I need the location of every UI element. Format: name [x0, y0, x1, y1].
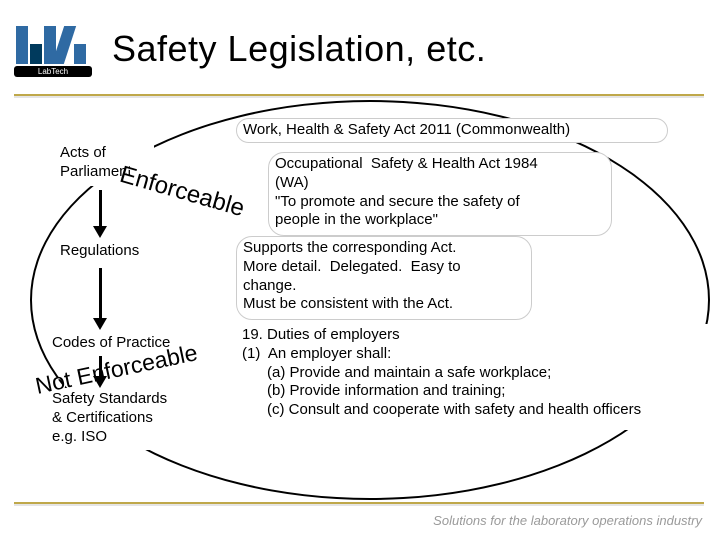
text-line: More detail. Delegated. Easy to: [243, 258, 525, 277]
page-title: Safety Legislation, etc.: [112, 28, 486, 70]
box-osh-act: Occupational Safety & Health Act 1984(WA…: [268, 152, 612, 236]
text-line: (WA): [275, 174, 605, 193]
text-line: Safety Standards: [52, 390, 200, 409]
text-line: (a) Provide and maintain a safe workplac…: [242, 364, 710, 383]
text-line: change.: [243, 277, 525, 296]
box-duties-of-employers: 19. Duties of employers(1) An employer s…: [236, 324, 716, 430]
text-line: Acts of: [60, 144, 148, 163]
text-line: (1) An employer shall:: [242, 345, 710, 364]
text-line: Must be consistent with the Act.: [243, 295, 525, 314]
text-line: Occupational Safety & Health Act 1984: [275, 155, 605, 174]
text-line: e.g. ISO: [52, 428, 200, 447]
box-regulations: Regulations: [54, 240, 164, 266]
text-line: (c) Consult and cooperate with safety an…: [242, 401, 710, 420]
text-line: Supports the corresponding Act.: [243, 239, 525, 258]
box-supports-act: Supports the corresponding Act.More deta…: [236, 236, 532, 320]
box-whs-act: Work, Health & Safety Act 2011 (Commonwe…: [236, 118, 668, 143]
text-line: & Certifications: [52, 409, 200, 428]
box-safety-standards: Safety Standards& Certificationse.g. ISO: [46, 388, 206, 450]
title-rule: [14, 94, 704, 96]
text-line: "To promote and secure the safety of: [275, 193, 605, 212]
footer-text: Solutions for the laboratory operations …: [433, 513, 702, 528]
title-area: Safety Legislation, etc.: [0, 0, 720, 95]
text-line: 19. Duties of employers: [242, 326, 710, 345]
slide: LabTech Safety Legislation, etc. Work, H…: [0, 0, 720, 540]
footer-rule: [14, 502, 704, 504]
text-line: people in the workplace": [275, 211, 605, 230]
text-line: (b) Provide information and training;: [242, 382, 710, 401]
